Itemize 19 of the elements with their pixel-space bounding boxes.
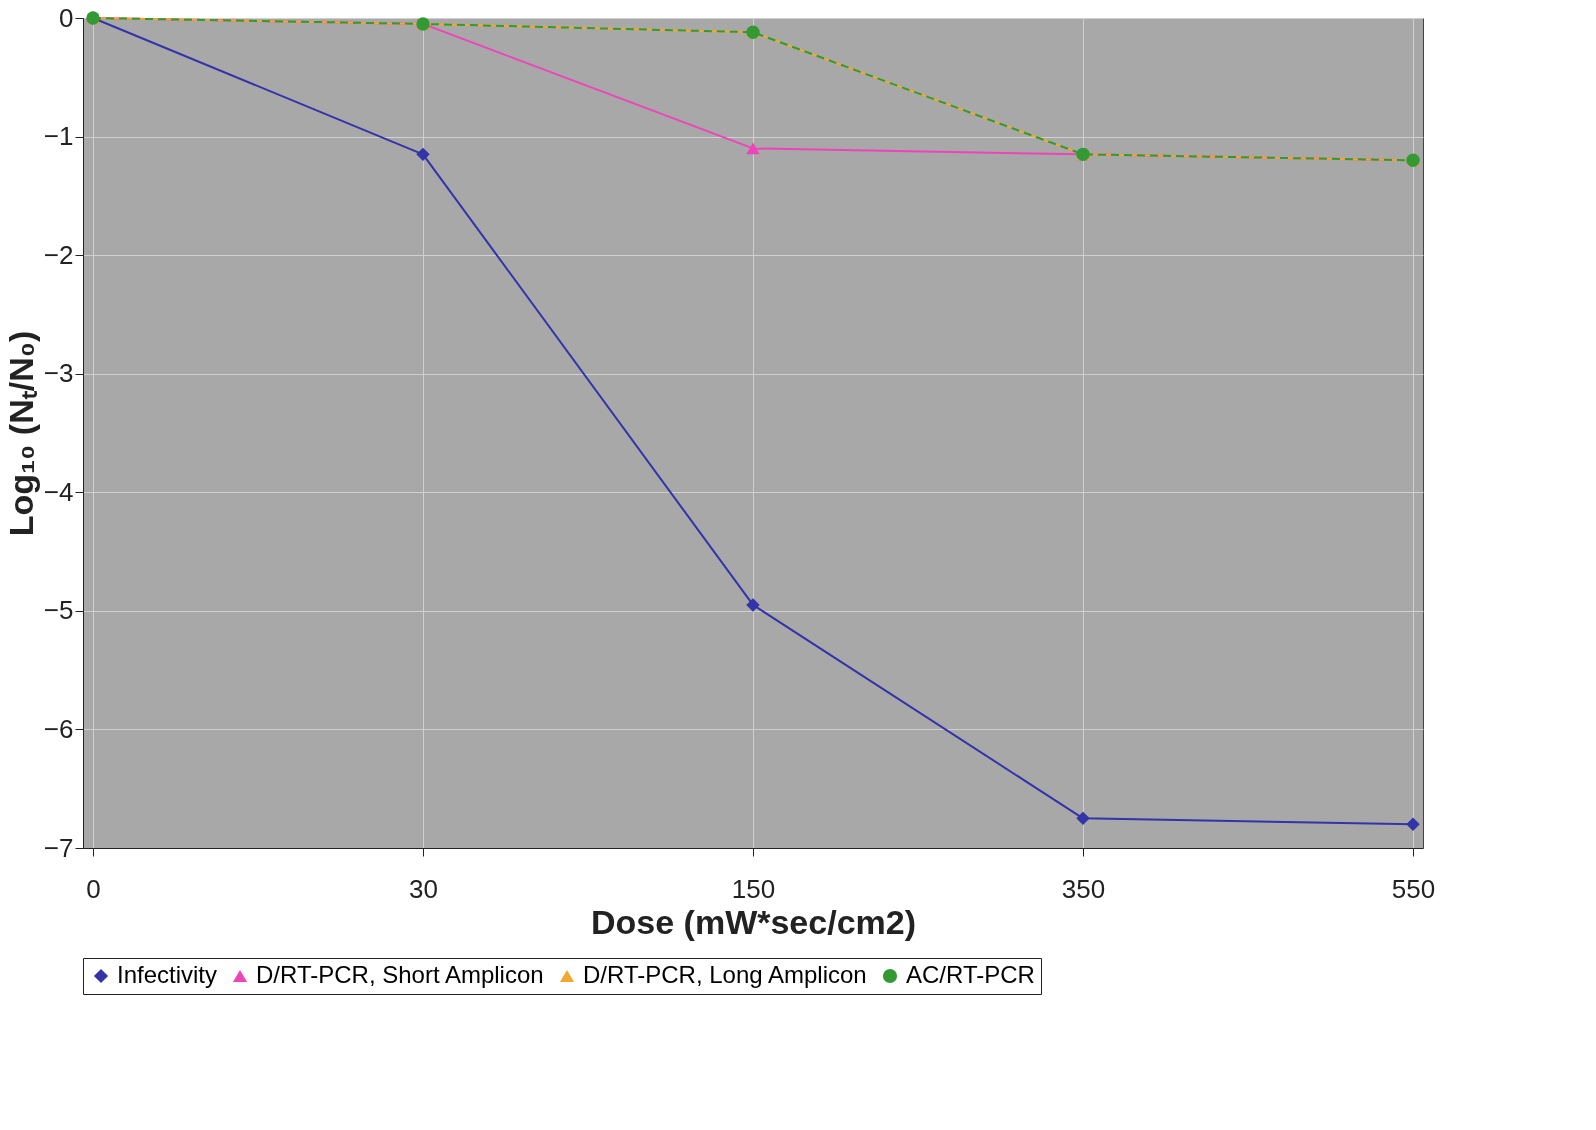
y-tick-label: −3: [43, 358, 74, 389]
y-tick-label: −2: [43, 239, 74, 270]
x-axis-title: Dose (mW*sec/cm2): [590, 902, 917, 941]
legend-label: D/RT-PCR, Long Amplicon: [583, 961, 867, 988]
x-tick-label: 350: [1061, 873, 1106, 904]
x-tick-label: 550: [1391, 873, 1436, 904]
x-tick-label: 0: [86, 873, 101, 904]
y-tick-label: −5: [43, 595, 74, 626]
legend-label: Infectivity: [117, 961, 218, 988]
y-tick-label: 0: [59, 2, 74, 33]
legend-label: AC/RT-PCR: [906, 961, 1035, 988]
x-tick-label: 150: [731, 873, 776, 904]
y-tick-label: −1: [43, 121, 74, 152]
y-tick-label: −4: [43, 476, 74, 507]
y-axis-title: Log₁₀ (Nₜ/N₀): [1, 330, 40, 537]
x-tick-label: 30: [409, 873, 438, 904]
y-tick-label: −6: [43, 713, 74, 744]
legend-label: D/RT-PCR, Short Amplicon: [256, 961, 544, 988]
y-tick-label: −7: [43, 832, 74, 863]
